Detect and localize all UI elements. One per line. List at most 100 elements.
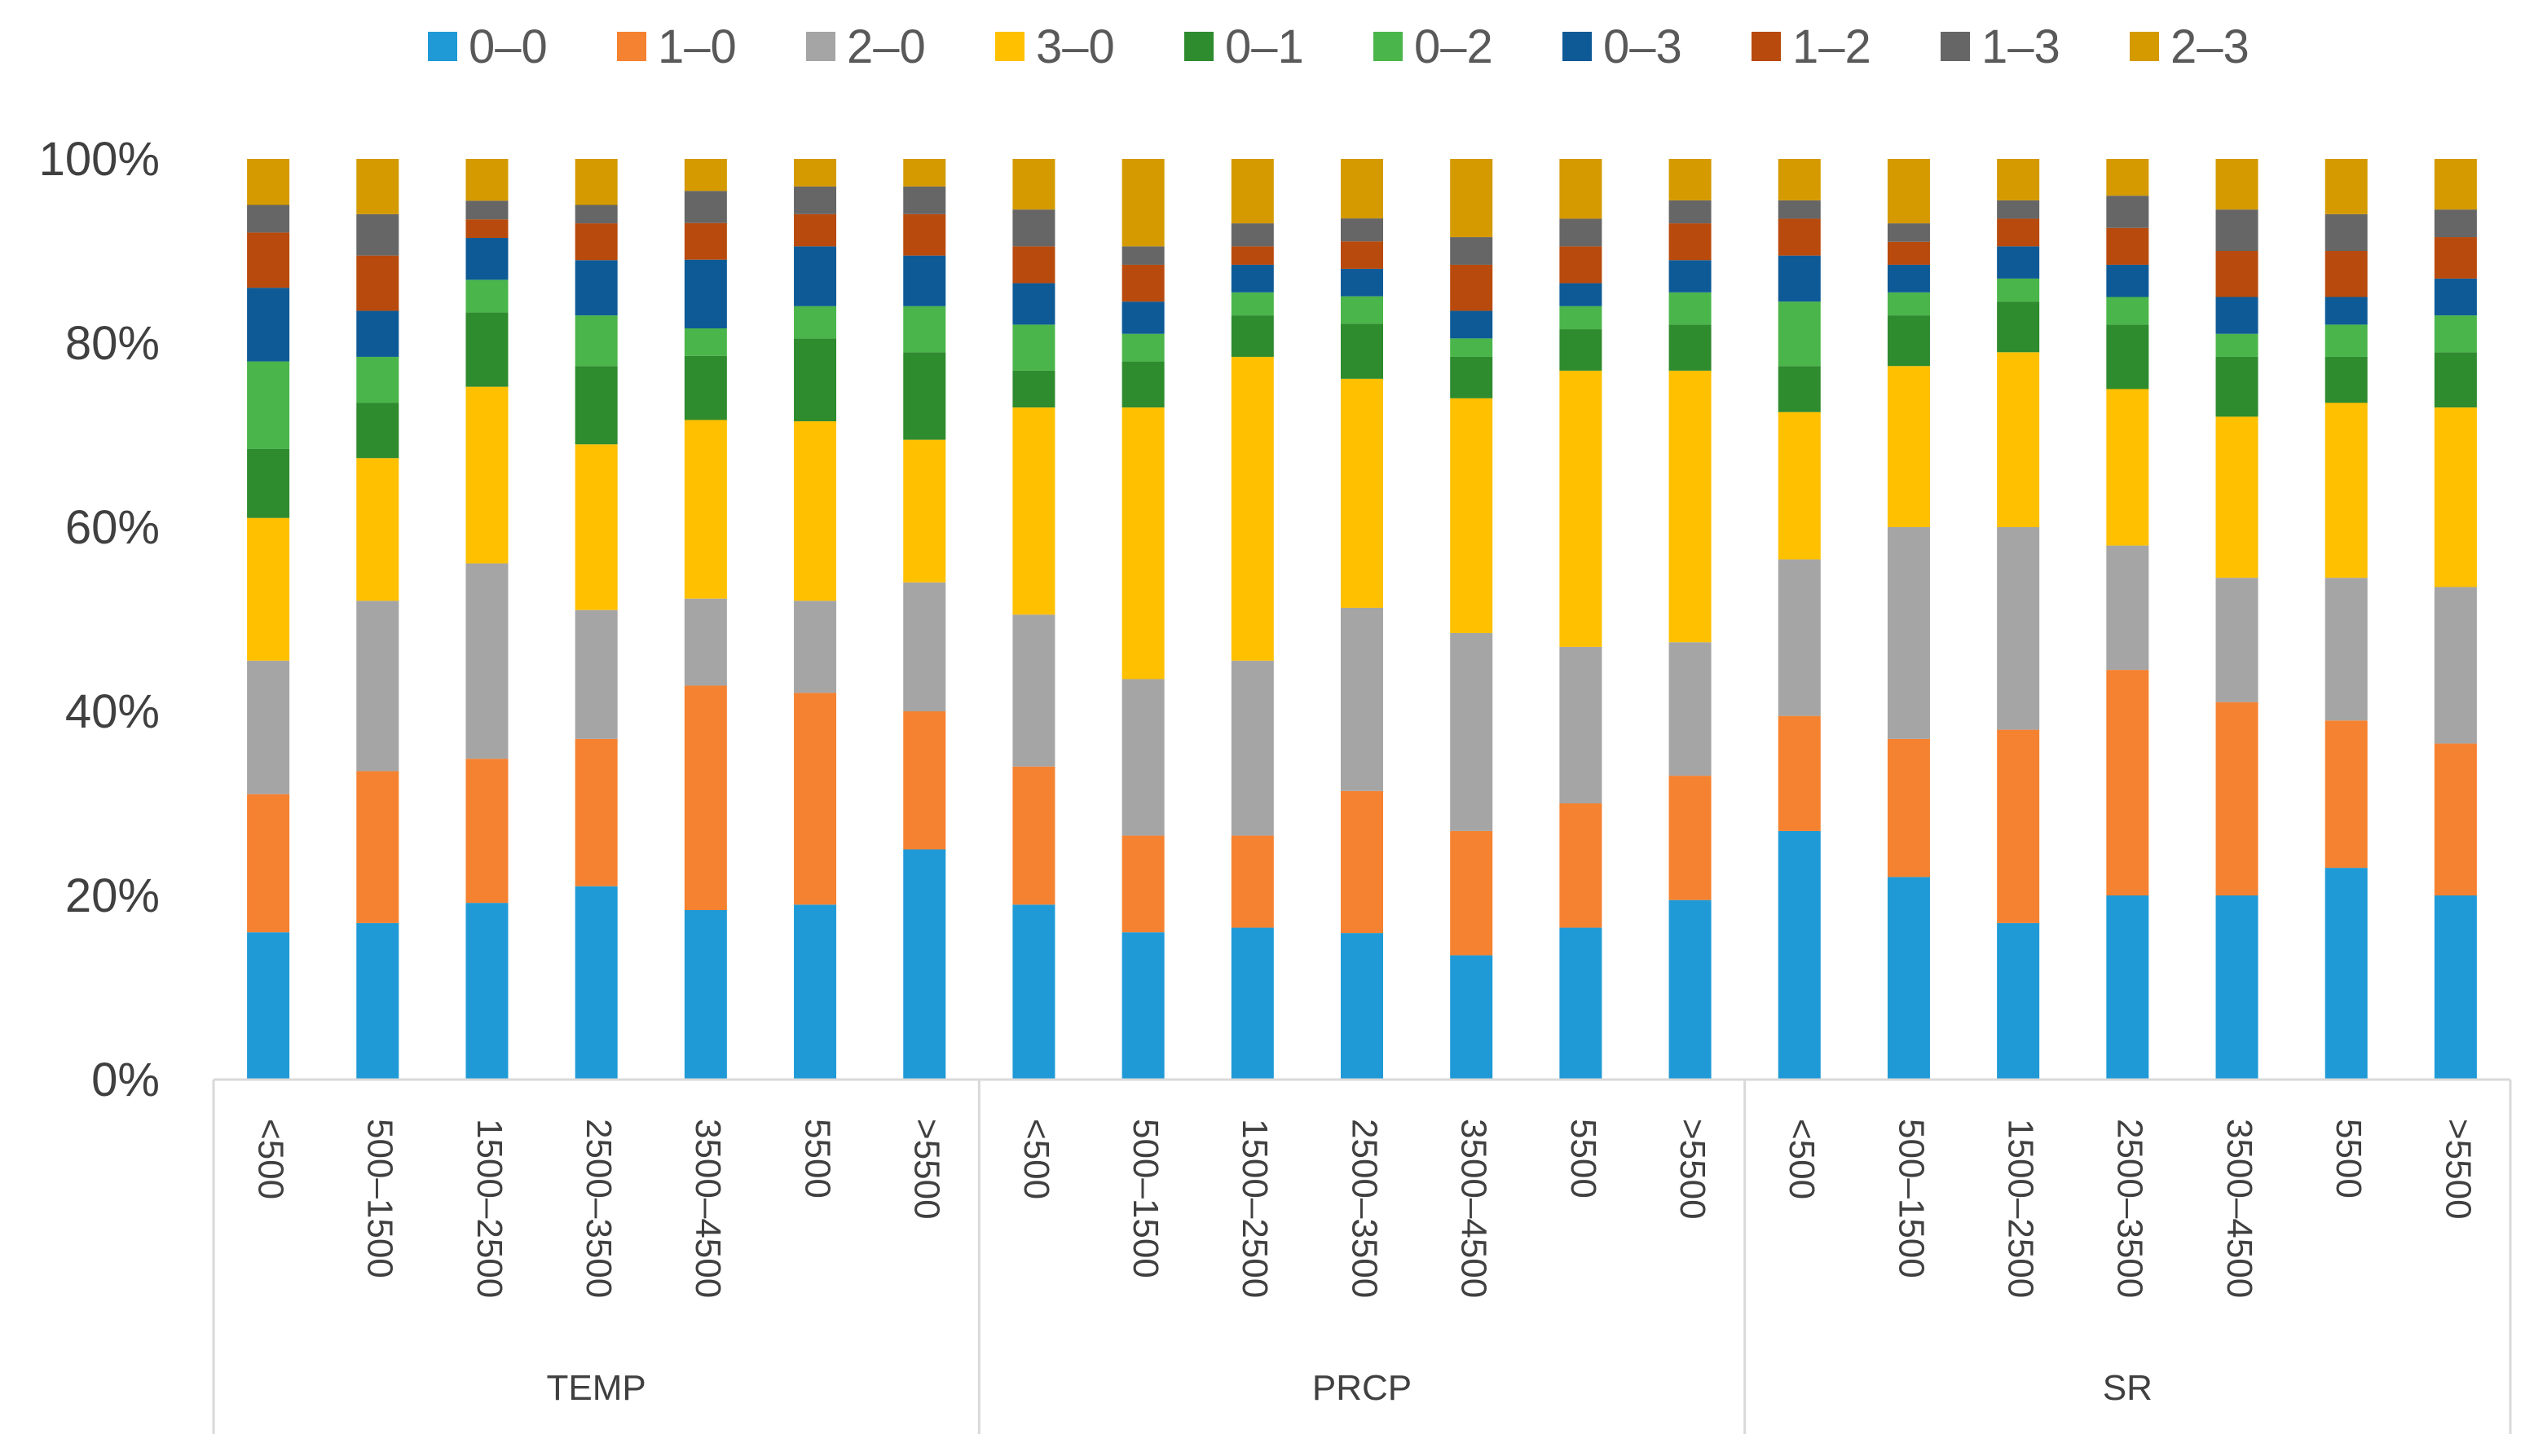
bar-segment <box>794 159 837 187</box>
bar-segment <box>1997 729 2040 923</box>
bar-segment <box>2106 545 2149 671</box>
bar-segment <box>465 279 509 313</box>
bar-segment <box>1668 260 1712 293</box>
bar-segment <box>1559 246 1602 284</box>
bar-segment <box>794 246 837 306</box>
x-tick-label: 500–1500 <box>360 1119 400 1278</box>
bar-segment <box>575 738 618 886</box>
bar-segment <box>2215 416 2258 578</box>
x-tick-label: >5500 <box>2438 1119 2478 1220</box>
bar-segment <box>684 355 727 420</box>
bar-segment <box>1121 932 1165 1080</box>
bar-segment <box>1997 246 2040 279</box>
bar-segment <box>1450 398 1493 633</box>
bar-segment <box>2434 159 2477 210</box>
bar-segment <box>465 759 509 904</box>
bar-segment <box>1668 776 1712 900</box>
bar-segment <box>1887 264 1930 293</box>
group-label: SR <box>2103 1368 2153 1408</box>
bar-segment <box>1231 660 1274 836</box>
bar-segment <box>1231 356 1274 661</box>
x-tick-label: 2500–3500 <box>2110 1119 2150 1298</box>
bar-segment <box>794 904 837 1080</box>
bar-segment <box>1012 283 1055 325</box>
bar-segment <box>794 421 837 601</box>
bar-segment <box>1778 830 1821 1080</box>
y-tick-label: 80% <box>65 317 160 370</box>
x-tick-label: 5500 <box>1563 1119 1603 1199</box>
bar-segment <box>1887 292 1930 316</box>
bar-segment <box>1559 283 1602 306</box>
bar-segment <box>2215 333 2258 357</box>
bar-segment <box>1668 900 1712 1080</box>
bar-segment <box>247 361 290 449</box>
bar-segment <box>356 310 399 357</box>
bar-segment <box>2215 251 2258 297</box>
bar-segment <box>575 315 618 367</box>
x-tick-label: 3500–4500 <box>1454 1119 1494 1298</box>
bar-segment <box>2324 356 2368 403</box>
bar-segment <box>1668 642 1712 776</box>
bar-segment <box>465 200 509 220</box>
bar-segment <box>2215 209 2258 251</box>
bar-segment <box>684 191 727 223</box>
legend-swatch <box>1752 32 1781 61</box>
bar-segment <box>1450 264 1493 311</box>
bar-segment <box>2434 209 2477 238</box>
bar-segment <box>2106 264 2149 297</box>
bar-segment <box>2434 352 2477 408</box>
bar-segment <box>2324 578 2368 721</box>
bar-segment <box>1997 527 2040 730</box>
bar-segment <box>1778 218 1821 256</box>
bar-segment <box>794 306 837 339</box>
y-tick-label: 60% <box>65 501 160 554</box>
bar-segment <box>465 238 509 280</box>
bar-segment <box>1121 679 1165 836</box>
bar-segment <box>903 255 946 306</box>
bar-segment <box>2324 868 2368 1080</box>
bar-segment <box>903 186 946 214</box>
bar-segment <box>903 159 946 187</box>
bar-segment <box>1231 264 1274 293</box>
bar-segment <box>1778 301 1821 367</box>
legend-label: 1–3 <box>1981 20 2060 73</box>
bar-segment <box>794 338 837 422</box>
bar-segment <box>1559 218 1602 247</box>
x-axis: <500 500–1500 1500–2500 2500–3500 3500–4500 5… <box>212 1078 2512 1434</box>
bar-segment <box>2324 324 2368 357</box>
legend-swatch <box>1941 32 1970 61</box>
y-tick-label: 20% <box>65 869 160 922</box>
bar-segment <box>2215 702 2258 895</box>
bar-segment <box>903 849 946 1080</box>
bar-segment <box>1887 241 1930 265</box>
bar-segment <box>684 159 727 191</box>
bar-segment <box>1450 159 1493 238</box>
bar-segment <box>2106 389 2149 546</box>
x-tick-label: 5500 <box>797 1119 837 1199</box>
x-tick-label: 3500–4500 <box>688 1119 728 1298</box>
bar-segment <box>575 159 618 205</box>
bar-segment <box>2434 278 2477 316</box>
x-tick-label: 2500–3500 <box>1344 1119 1384 1298</box>
bar-segment <box>1668 200 1712 224</box>
bar-segment <box>356 922 399 1080</box>
bar-segment <box>2324 251 2368 297</box>
bar-segment <box>903 213 946 256</box>
bar-segment <box>2106 324 2149 389</box>
legend-label: 0–0 <box>469 20 548 73</box>
x-tick-label: >5500 <box>907 1119 947 1220</box>
bar-segment <box>247 794 290 933</box>
bar-segment <box>1012 159 1055 210</box>
bar-segment <box>575 260 618 316</box>
x-tick-label: 500–1500 <box>1891 1119 1931 1278</box>
bar-segment <box>575 609 618 739</box>
bar-segment <box>684 685 727 910</box>
bar-segment <box>575 366 618 445</box>
bar-segment <box>1012 614 1055 767</box>
bar-segment <box>575 223 618 261</box>
bar-segment <box>1012 370 1055 408</box>
bar-segment <box>2215 356 2258 417</box>
bar-segment <box>1778 366 1821 412</box>
legend-swatch <box>1373 32 1403 61</box>
bar-segment <box>247 159 290 205</box>
